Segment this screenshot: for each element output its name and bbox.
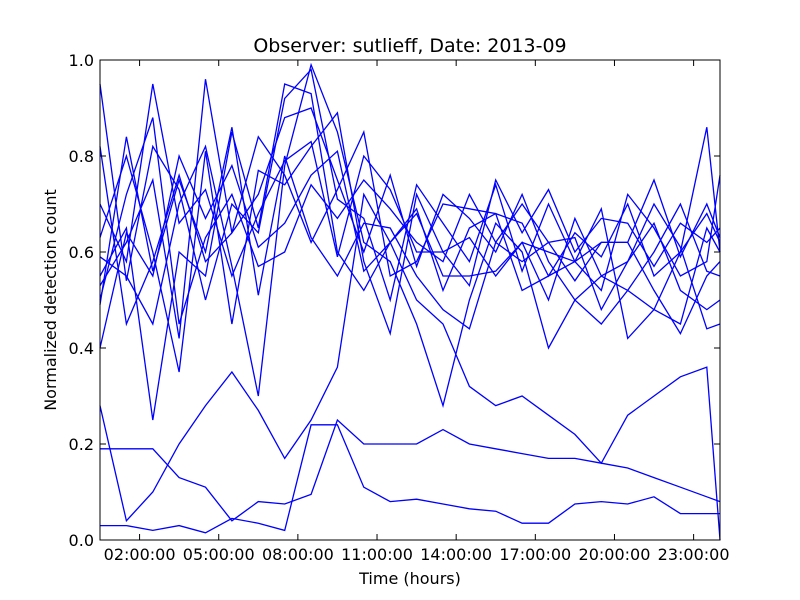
series-line-2 (100, 418, 721, 522)
x-tick-label: 17:00:00 (499, 545, 571, 564)
series-line-13 (99, 149, 721, 349)
y-tick-label: 0.4 (69, 339, 94, 358)
x-tick-label: 02:00:00 (104, 545, 176, 564)
tick-layer: 02:00:00 05:00:00 08:00:00 11:00:00 14:00:00… (69, 51, 730, 564)
series-layer (99, 62, 721, 541)
series-line-8 (99, 129, 721, 327)
y-axis-title: Normalized detection count (41, 189, 60, 411)
plot-frame (99, 59, 721, 541)
series-line-12 (99, 83, 721, 288)
x-tick-label: 11:00:00 (341, 545, 413, 564)
series-line-5 (99, 83, 721, 421)
chart-title: Observer: sutlieff, Date: 2013-09 (253, 35, 566, 57)
y-tick-label: 0.6 (69, 243, 94, 262)
x-tick-label: 20:00:00 (579, 545, 651, 564)
x-tick-label: 08:00:00 (262, 545, 334, 564)
x-axis-title: Time (hours) (358, 569, 461, 588)
x-tick-label: 05:00:00 (183, 545, 255, 564)
series-line-11 (99, 79, 721, 339)
x-tick-label: 23:00:00 (658, 545, 730, 564)
y-tick-label: 1.0 (69, 51, 94, 70)
series-line-9 (99, 127, 721, 330)
series-line-3 (99, 192, 721, 541)
x-tick-label: 14:00:00 (420, 545, 492, 564)
series-line-10 (99, 68, 721, 303)
y-tick-label: 0.2 (69, 435, 94, 454)
y-tick-label: 0.8 (69, 147, 94, 166)
y-tick-label: 0.0 (69, 531, 94, 550)
series-line-1 (100, 424, 720, 534)
